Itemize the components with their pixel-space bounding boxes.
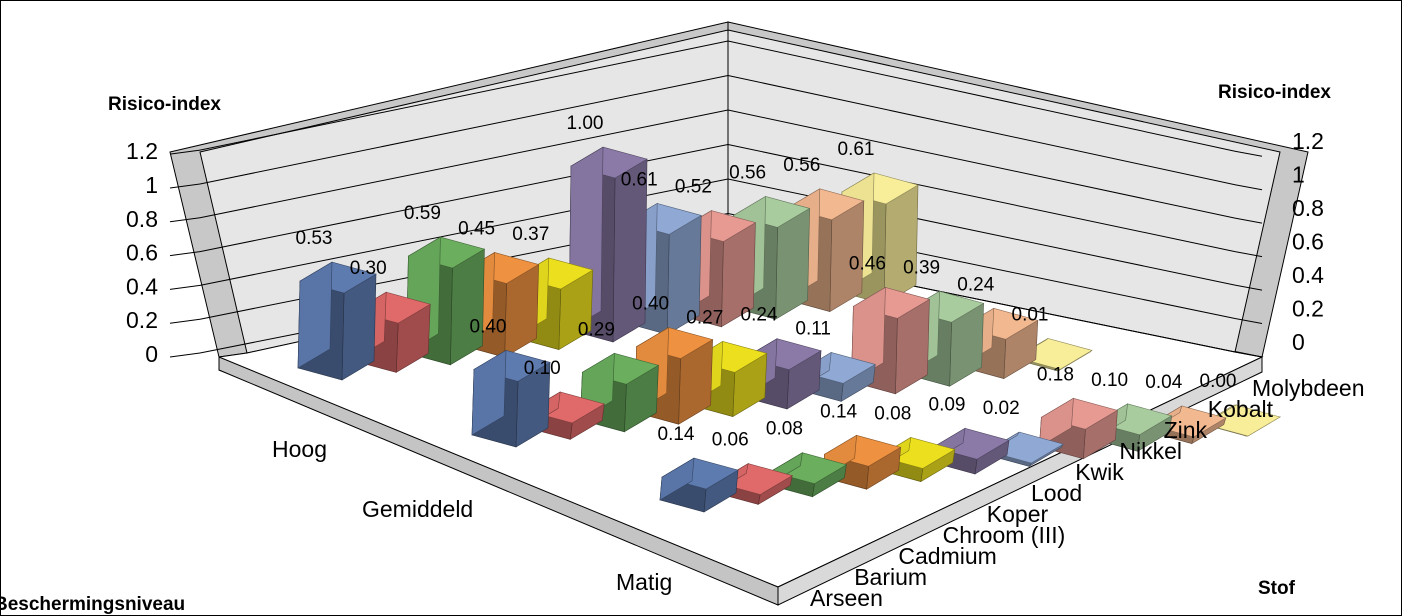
z-tick-label-left: 0.4 — [126, 273, 158, 299]
z-tick-label-left: 1.2 — [126, 138, 158, 164]
data-label: 0.61 — [621, 169, 658, 190]
z-tick-label-right: 0.2 — [1292, 296, 1324, 322]
bar-gemiddeld-7 — [851, 286, 931, 395]
x-category-label: Kwik — [1075, 459, 1124, 485]
x-category-label: Barium — [854, 564, 927, 590]
bar-hoog-0 — [297, 261, 377, 381]
z-tick-label-right: 1.2 — [1292, 128, 1324, 154]
x-category-label: Koper — [987, 501, 1049, 527]
z-tick-label-left: 1 — [145, 172, 158, 198]
z-tick-label-right: 0.8 — [1292, 195, 1324, 221]
data-label: 0.14 — [820, 401, 857, 422]
data-label: 0.06 — [712, 430, 749, 451]
data-label: 0.45 — [458, 219, 495, 240]
series-label: Gemiddeld — [362, 496, 473, 522]
data-label: 1.00 — [567, 113, 604, 134]
data-label: 0.37 — [512, 224, 549, 245]
x-category-label: Nikkel — [1119, 438, 1182, 464]
data-label: 0.08 — [874, 404, 911, 425]
series-label: Matig — [616, 569, 672, 595]
x-category-label: Lood — [1031, 480, 1082, 506]
data-label: 0.29 — [578, 319, 615, 340]
data-label: 0.27 — [686, 307, 723, 328]
data-label: 0.53 — [296, 228, 333, 249]
data-label: 0.40 — [632, 294, 669, 315]
depth-axis-title: Beschermingsniveau — [0, 594, 185, 615]
data-label: 0.39 — [903, 257, 940, 278]
x-category-label: Chroom (III) — [943, 522, 1066, 548]
z-tick-label-left: 0 — [145, 341, 158, 367]
chart-data-labels: 0.61 0.56 0.56 0.52 0.61 1.00 0.37 0.45 0.59 0.30… — [296, 113, 1237, 451]
data-label: 0.08 — [766, 419, 803, 440]
data-label: 0.46 — [849, 253, 886, 274]
x-category-label: Zink — [1164, 417, 1208, 443]
x-category-label: Molybdeen — [1252, 375, 1365, 401]
data-label: 0.14 — [658, 424, 695, 445]
z-tick-label-right: 0.4 — [1292, 262, 1324, 288]
data-label: 0.11 — [795, 318, 831, 339]
z-tick-label-left: 0.6 — [126, 240, 158, 266]
x-category-label: Cadmium — [898, 543, 996, 569]
x-axis-title: Stof — [1258, 578, 1296, 599]
data-label: 0.56 — [783, 155, 820, 176]
chart-bars — [297, 146, 1282, 513]
data-label: 0.18 — [1037, 364, 1074, 385]
data-label: 0.59 — [404, 203, 441, 224]
data-label: 0.24 — [957, 274, 994, 295]
x-category-label: Arseen — [810, 585, 883, 611]
z-tick-label-right: 0 — [1292, 329, 1305, 355]
data-label: 0.52 — [675, 177, 712, 198]
x-category-label: Kobalt — [1208, 396, 1274, 422]
z-tick-label-left: 0.8 — [126, 206, 158, 232]
data-label: 0.09 — [929, 394, 966, 415]
data-label: 0.24 — [741, 305, 778, 326]
data-label: 0.61 — [838, 139, 875, 160]
data-label: 0.04 — [1145, 372, 1182, 393]
chart-tick-labels: 0 0 0.2 0.2 0.4 0.4 0.6 0.6 0.8 0.8 1 1 1.2 1.2 Hoog Ge… — [126, 128, 1365, 611]
data-label: 0.30 — [350, 258, 387, 279]
data-label: 0.10 — [1091, 370, 1128, 391]
z-tick-label-right: 0.6 — [1292, 229, 1324, 255]
z-tick-label-left: 0.2 — [126, 307, 158, 333]
data-label: 0.10 — [524, 358, 561, 379]
z-axis-title-left: Risico-index — [108, 94, 221, 115]
bar-matig-0 — [659, 457, 739, 513]
data-label: 0.56 — [729, 162, 766, 183]
data-label: 0.01 — [1012, 304, 1049, 325]
series-label: Hoog — [272, 436, 327, 462]
bar-gemiddeld-0 — [471, 349, 551, 448]
z-axis-title-right: Risico-index — [1218, 82, 1331, 103]
z-tick-label-right: 1 — [1292, 162, 1305, 188]
data-label: 0.02 — [983, 398, 1020, 419]
data-label: 0.00 — [1200, 371, 1237, 392]
data-label: 0.40 — [470, 316, 507, 337]
